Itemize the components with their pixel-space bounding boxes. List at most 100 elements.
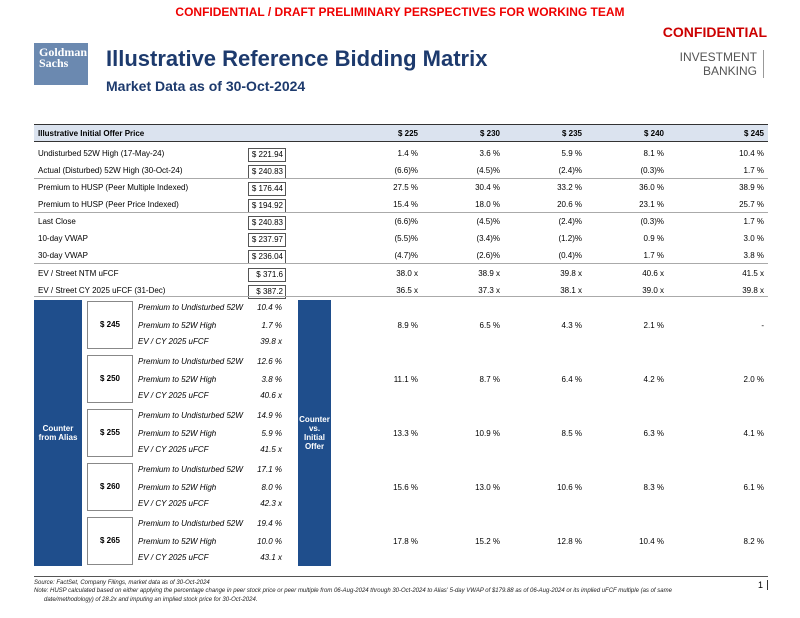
header-col: $ 225 bbox=[397, 129, 418, 138]
row-value: 8.1 % bbox=[643, 149, 664, 158]
counter-metric-value: 41.5 x bbox=[260, 445, 282, 454]
row-separator bbox=[34, 212, 768, 213]
header-label: Illustrative Initial Offer Price bbox=[38, 129, 145, 138]
counter-premium-value: 8.2 % bbox=[743, 537, 764, 546]
reference-price-box: $ 240.83 bbox=[248, 165, 286, 179]
counter-metric-label: Premium to 52W High bbox=[138, 321, 217, 330]
row-value: 1.7 % bbox=[743, 166, 764, 175]
page-title: Illustrative Reference Bidding Matrix bbox=[106, 46, 488, 71]
reference-price-box: $ 237.97 bbox=[248, 233, 286, 247]
counter-metric-value: 3.8 % bbox=[261, 375, 282, 384]
counter-price-box bbox=[87, 355, 133, 403]
counter-premium-value: 6.4 % bbox=[561, 375, 582, 384]
row-value: 20.6 % bbox=[557, 200, 582, 209]
counter-metric-label: Premium to 52W High bbox=[138, 483, 217, 492]
row-value: (4.5)% bbox=[476, 166, 500, 175]
counter-metric-value: 39.8 x bbox=[260, 337, 282, 346]
row-value: (2.4)% bbox=[558, 217, 582, 226]
counter-metric-value: 17.1 % bbox=[257, 465, 282, 474]
row-value: 38.9 % bbox=[739, 183, 764, 192]
header-col: $ 230 bbox=[479, 129, 500, 138]
row-value: 38.0 x bbox=[396, 269, 418, 278]
counter-metric-label: EV / CY 2025 uFCF bbox=[138, 499, 209, 508]
counter-price: $ 260 bbox=[99, 482, 121, 491]
counter-metric-value: 10.4 % bbox=[257, 303, 282, 312]
row-label: 10-day VWAP bbox=[38, 234, 88, 243]
counter-metric-label: Premium to 52W High bbox=[138, 429, 217, 438]
row-value: 25.7 % bbox=[739, 200, 764, 209]
counter-price-box bbox=[87, 517, 133, 565]
row-value: (2.4)% bbox=[558, 166, 582, 175]
ib-line2: BANKING bbox=[702, 64, 757, 78]
counter-price: $ 255 bbox=[99, 428, 121, 437]
counter-metric-label: Premium to Undisturbed 52W bbox=[138, 303, 243, 312]
row-value: 39.8 x bbox=[742, 286, 764, 295]
counter-premium-value: 4.3 % bbox=[561, 321, 582, 330]
counter-metric-value: 14.9 % bbox=[257, 411, 282, 420]
counter-metric-label: EV / CY 2025 uFCF bbox=[138, 391, 209, 400]
confidential-banner: CONFIDENTIAL / DRAFT PRELIMINARY PERSPEC… bbox=[175, 5, 625, 19]
counter-metric-label: EV / CY 2025 uFCF bbox=[138, 337, 209, 346]
investment-banking-mark: INVESTMENT BANKING bbox=[680, 50, 764, 78]
counter-premium-value: 10.4 % bbox=[639, 537, 664, 546]
counter-premium-value: 15.2 % bbox=[475, 537, 500, 546]
ib-line1: INVESTMENT bbox=[679, 50, 757, 64]
row-value: (0.3)% bbox=[640, 217, 664, 226]
table-header: Illustrative Initial Offer Price $ 225 $… bbox=[34, 124, 768, 142]
counter-price-box bbox=[87, 463, 133, 511]
counter-metric-label: Premium to Undisturbed 52W bbox=[138, 411, 243, 420]
confidential-label: CONFIDENTIAL bbox=[662, 24, 767, 40]
row-value: 3.8 % bbox=[743, 251, 764, 260]
reference-price-box: $ 236.04 bbox=[248, 250, 286, 264]
row-value: (1.2)% bbox=[558, 234, 582, 243]
row-value: 41.5 x bbox=[742, 269, 764, 278]
counter-metric-value: 42.3 x bbox=[260, 499, 282, 508]
row-value: 36.5 x bbox=[396, 286, 418, 295]
counter-premium-value: 6.1 % bbox=[743, 483, 764, 492]
row-value: 1.7 % bbox=[743, 217, 764, 226]
counter-premium-value: 4.1 % bbox=[743, 429, 764, 438]
footer-source: Source: FactSet, Company Filings, market… bbox=[34, 580, 210, 586]
counter-metric-label: Premium to 52W High bbox=[138, 537, 217, 546]
counter-premium-value: 10.9 % bbox=[475, 429, 500, 438]
counter-premium-value: 6.3 % bbox=[643, 429, 664, 438]
counter-price: $ 250 bbox=[99, 374, 121, 383]
row-value: 37.3 x bbox=[478, 286, 500, 295]
counter-premium-value: 10.6 % bbox=[557, 483, 582, 492]
footer-note: Note: HUSP calculated based on either ap… bbox=[34, 588, 672, 594]
header-col: $ 245 bbox=[743, 129, 764, 138]
row-value: (6.6)% bbox=[394, 217, 418, 226]
counter-metric-value: 8.0 % bbox=[261, 483, 282, 492]
counter-metric-value: 19.4 % bbox=[257, 519, 282, 528]
reference-price-box: $ 387.2 bbox=[248, 285, 286, 299]
reference-price-box: $ 194.92 bbox=[248, 199, 286, 213]
row-value: 1.4 % bbox=[397, 149, 418, 158]
counter-premium-value: 13.0 % bbox=[475, 483, 500, 492]
row-value: 39.0 x bbox=[642, 286, 664, 295]
header-col: $ 240 bbox=[643, 129, 664, 138]
row-separator bbox=[34, 263, 768, 264]
counter-premium-value: 15.6 % bbox=[393, 483, 418, 492]
row-value: (3.4)% bbox=[476, 234, 500, 243]
row-value: 38.9 x bbox=[478, 269, 500, 278]
row-label: EV / Street CY 2025 uFCF (31-Dec) bbox=[38, 286, 166, 295]
page-number: 1 bbox=[758, 580, 769, 590]
reference-price-box: $ 240.83 bbox=[248, 216, 286, 230]
counter-premium-value: 4.2 % bbox=[643, 375, 664, 384]
counter-premium-value: 8.7 % bbox=[479, 375, 500, 384]
row-value: (6.6)% bbox=[394, 166, 418, 175]
row-value: (5.5)% bbox=[394, 234, 418, 243]
logo-line2: Sachs bbox=[39, 56, 69, 70]
counter-metric-value: 10.0 % bbox=[257, 537, 282, 546]
counter-premium-value: 8.9 % bbox=[397, 321, 418, 330]
counter-metric-label: EV / CY 2025 uFCF bbox=[138, 445, 209, 454]
row-value: 3.0 % bbox=[743, 234, 764, 243]
reference-price-box: $ 176.44 bbox=[248, 182, 286, 196]
counter-premium-value: 2.1 % bbox=[643, 321, 664, 330]
row-value: (4.7)% bbox=[394, 251, 418, 260]
row-value: 15.4 % bbox=[393, 200, 418, 209]
counter-premium-value: 11.1 % bbox=[393, 375, 418, 384]
counter-from-alias-label: Counter from Alias bbox=[34, 300, 82, 566]
counter-price-box bbox=[87, 301, 133, 349]
row-label: 30-day VWAP bbox=[38, 251, 88, 260]
